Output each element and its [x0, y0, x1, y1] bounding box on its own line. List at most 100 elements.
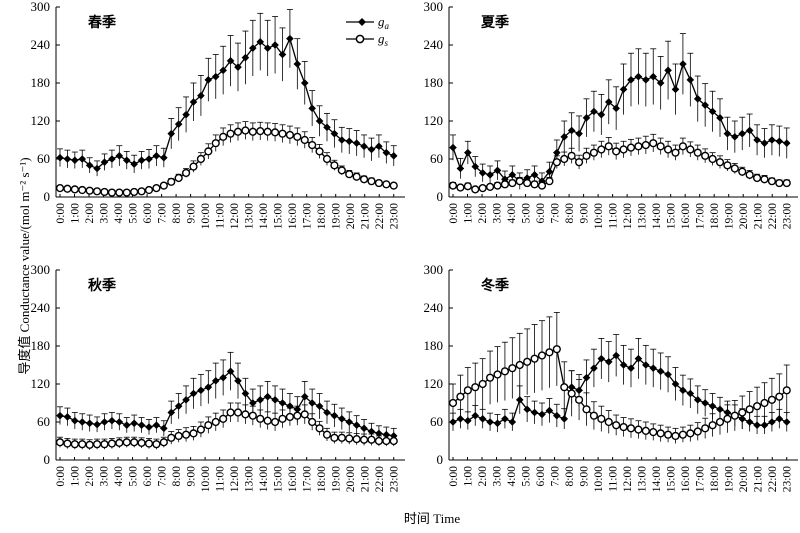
x-tick-label-summer: 1:00: [463, 203, 475, 224]
marker-ga-winter: [612, 351, 620, 360]
marker-gs-winter: [530, 354, 539, 363]
marker-gs-autumn: [293, 411, 302, 420]
marker-ga-autumn: [71, 416, 79, 425]
marker-gs-summer: [545, 177, 554, 186]
marker-gs-summer: [663, 145, 673, 154]
x-tick-label-autumn: 17:00: [302, 466, 314, 492]
x-tick-label-summer: 9:00: [579, 203, 591, 224]
marker-gs-summer: [567, 151, 576, 160]
marker-gs-summer: [708, 154, 717, 164]
marker-ga-winter: [553, 411, 561, 420]
marker-ga-summer: [701, 101, 709, 109]
marker-gs-spring: [130, 187, 139, 197]
marker-ga-autumn: [330, 411, 339, 420]
marker-gs-winter: [686, 429, 695, 438]
marker-gs-winter: [604, 417, 613, 427]
marker-ga-winter: [486, 418, 494, 426]
marker-ga-winter: [501, 415, 509, 423]
marker-gs-spring: [337, 166, 346, 175]
marker-ga-summer: [604, 98, 613, 106]
x-tick-label-spring: 11:00: [215, 203, 227, 229]
marker-ga-spring: [219, 66, 227, 75]
y-tick-label-winter: 240: [424, 300, 444, 315]
marker-gs-spring: [144, 185, 154, 195]
marker-ga-summer: [553, 148, 561, 157]
marker-gs-autumn: [167, 433, 176, 442]
x-axis-title: 时间 Time: [404, 511, 460, 526]
marker-gs-summer: [626, 143, 636, 152]
marker-gs-winter: [523, 357, 532, 366]
marker-ga-summer: [545, 167, 554, 176]
x-tick-label-winter: 15:00: [666, 466, 678, 492]
marker-gs-summer: [478, 184, 487, 193]
marker-gs-autumn: [204, 421, 213, 430]
marker-gs-summer: [782, 178, 791, 188]
marker-gs-autumn: [92, 440, 102, 449]
x-tick-label-autumn: 0:00: [55, 466, 67, 487]
marker-ga-winter: [456, 415, 465, 423]
marker-ga-spring: [389, 152, 398, 160]
marker-gs-autumn: [107, 439, 117, 448]
x-tick-label-autumn: 12:00: [229, 466, 241, 492]
x-tick-label-spring: 8:00: [171, 203, 183, 224]
marker-gs-spring: [293, 132, 302, 141]
marker-ga-winter: [538, 410, 546, 419]
marker-gs-summer: [448, 181, 458, 190]
marker-gs-summer: [715, 158, 725, 167]
marker-gs-spring: [100, 187, 109, 197]
legend-subscript-ga: a: [385, 21, 390, 31]
y-tick-label-spring: 240: [31, 37, 51, 52]
marker-gs-autumn: [55, 438, 65, 447]
marker-gs-summer: [723, 161, 732, 170]
x-tick-label-winter: 5:00: [521, 466, 533, 487]
marker-gs-spring: [308, 140, 317, 150]
x-tick-label-summer: 6:00: [535, 203, 547, 224]
marker-ga-winter: [679, 386, 687, 395]
x-tick-label-summer: 8:00: [564, 203, 576, 224]
y-tick-label-autumn: 240: [31, 300, 51, 315]
x-tick-label-spring: 18:00: [316, 203, 328, 229]
series-line-ga-spring: [59, 36, 394, 170]
x-tick-label-spring: 0:00: [55, 203, 67, 224]
legend-label-gs: gs: [378, 31, 389, 48]
marker-gs-spring: [92, 187, 102, 196]
x-tick-label-spring: 23:00: [389, 203, 401, 229]
marker-ga-winter: [478, 415, 487, 423]
x-tick-label-winter: 23:00: [782, 466, 794, 492]
marker-ga-spring: [189, 98, 198, 106]
marker-ga-winter: [523, 405, 531, 414]
panel-summer: 0 60 120 180 240 300 0:00 1:00 2:00 3:00 4:00 5:00 6…: [424, 0, 798, 229]
x-tick-label-autumn: 14:00: [258, 466, 270, 492]
marker-gs-winter: [545, 348, 554, 357]
marker-gs-winter: [693, 427, 702, 436]
marker-gs-spring: [70, 185, 79, 194]
panel-title-spring: 春季: [87, 14, 116, 31]
y-tick-label-summer: 120: [424, 113, 444, 128]
x-tick-label-winter: 19:00: [724, 466, 736, 492]
marker-gs-summer: [471, 185, 480, 194]
marker-gs-autumn: [308, 417, 317, 427]
x-tick-label-winter: 21:00: [753, 466, 765, 492]
marker-ga-summer: [493, 166, 502, 175]
marker-ga-autumn: [338, 415, 346, 423]
marker-ga-winter: [627, 364, 635, 372]
marker-gs-spring: [211, 139, 220, 148]
marker-gs-autumn: [189, 429, 198, 438]
marker-ga-autumn: [63, 413, 72, 421]
marker-gs-spring: [55, 184, 65, 193]
marker-gs-winter: [752, 402, 762, 411]
y-tick-label-summer: 240: [424, 37, 444, 52]
marker-gs-autumn: [233, 408, 243, 417]
x-tick-label-winter: 4:00: [506, 466, 518, 487]
marker-gs-winter: [463, 386, 472, 395]
marker-gs-autumn: [137, 438, 146, 448]
x-tick-label-summer: 0:00: [448, 203, 460, 224]
x-tick-label-winter: 7:00: [550, 466, 562, 487]
marker-gs-autumn: [300, 410, 309, 419]
y-tick-label-spring: 60: [37, 151, 50, 166]
marker-ga-spring: [345, 137, 354, 146]
marker-ga-autumn: [85, 419, 94, 428]
marker-gs-autumn: [181, 430, 191, 439]
x-tick-label-spring: 10:00: [200, 203, 212, 229]
marker-gs-winter: [567, 389, 576, 398]
